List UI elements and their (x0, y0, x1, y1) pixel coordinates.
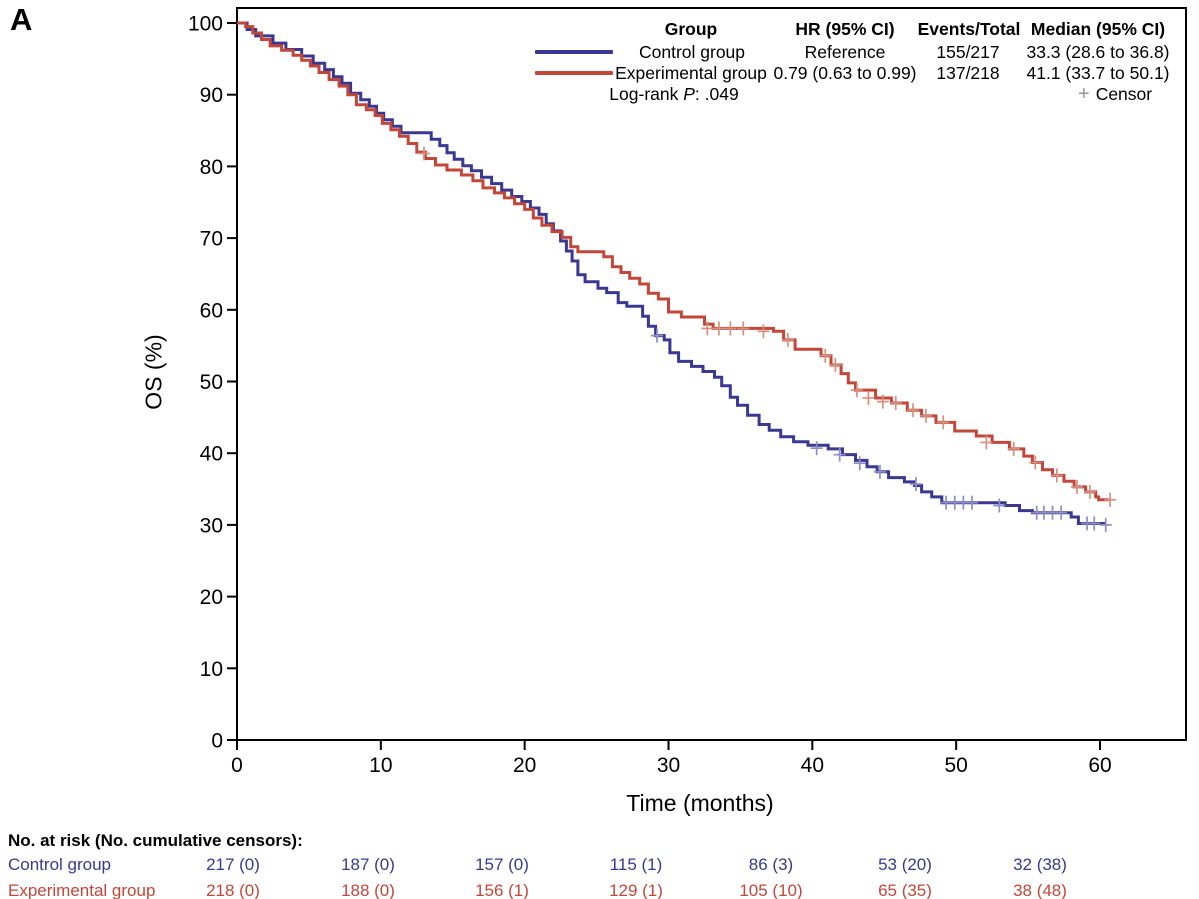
risk-count: 115 (1) (609, 855, 663, 874)
legend-header-group: Group (664, 19, 718, 39)
legend-group-control: Control group (638, 42, 746, 62)
legend-line-experimental (535, 71, 613, 75)
legend-median-experimental: 41.1 (33.7 to 50.1) (1026, 63, 1170, 83)
legend-group-experimental: Experimental group (615, 63, 767, 83)
x-axis-title: Time (months) (626, 790, 774, 816)
y-axis-title: OS (%) (140, 334, 167, 410)
risk-count: 156 (1) (475, 881, 529, 899)
survival-curve-experimental (237, 21, 1109, 502)
y-tick-label: 0 (211, 730, 223, 753)
plot-border (236, 7, 1187, 741)
legend-events-control: 155/217 (936, 42, 1000, 62)
risk-count: 157 (0) (475, 855, 529, 874)
legend-header-median: Median (95% CI) (1030, 19, 1166, 39)
x-tick-label: 50 (944, 754, 967, 777)
legend-events-experimental: 137/218 (936, 63, 1000, 83)
legend-header-hr: HR (95% CI) (795, 19, 895, 39)
x-tick-label: 10 (369, 754, 392, 777)
y-tick-label: 100 (188, 13, 223, 36)
logrank-prefix: Log-rank (609, 84, 684, 104)
logrank-rest: : .049 (694, 84, 739, 104)
y-tick-label: 40 (200, 443, 223, 466)
risk-table-title: No. at risk (No. cumulative censors): (8, 831, 303, 850)
risk-count: 32 (38) (1013, 855, 1067, 874)
y-tick-label: 30 (200, 514, 223, 537)
y-tick-label: 80 (200, 156, 223, 179)
y-tick-label: 90 (200, 84, 223, 107)
legend-hr-control: Reference (804, 42, 886, 62)
y-tick-label: 50 (200, 371, 223, 394)
logrank-p-value: Log-rank P: .049 (609, 83, 738, 105)
x-tick-label: 0 (231, 754, 243, 777)
risk-count: 53 (20) (878, 855, 932, 874)
legend-header-events: Events/Total (917, 19, 1021, 39)
logrank-p-symbol: P (683, 84, 695, 104)
risk-count: 65 (35) (878, 881, 932, 899)
y-tick-label: 60 (200, 299, 223, 322)
y-tick-label: 10 (200, 658, 223, 681)
risk-count: 105 (10) (739, 881, 803, 899)
censor-plus-icon: + (1078, 83, 1090, 105)
risk-count: 217 (0) (206, 855, 260, 874)
censor-key: + Censor (1078, 83, 1152, 106)
survival-curve-control (237, 21, 1106, 525)
x-tick-label: 60 (1088, 754, 1111, 777)
x-tick-label: 30 (657, 754, 680, 777)
km-plot: 0 10 20 30 40 50 60 70 80 90 100 0 10 20 30 40 50 60 (188, 7, 1187, 777)
x-tick-label: 20 (513, 754, 536, 777)
y-tick-label: 70 (200, 228, 223, 251)
risk-count: 38 (48) (1013, 881, 1067, 899)
risk-row-label-control: Control group (8, 855, 112, 874)
censor-key-label: Censor (1095, 84, 1153, 104)
risk-count: 188 (0) (341, 881, 395, 899)
risk-count: 187 (0) (341, 855, 395, 874)
x-tick-label: 40 (801, 754, 824, 777)
risk-row-label-experimental: Experimental group (8, 881, 156, 899)
legend-hr-experimental: 0.79 (0.63 to 0.99) (773, 63, 917, 83)
risk-count: 86 (3) (748, 855, 794, 874)
risk-count: 129 (1) (609, 881, 663, 899)
panel-label: A (10, 2, 33, 37)
y-tick-label: 20 (200, 586, 223, 609)
legend-median-control: 33.3 (28.6 to 36.8) (1026, 42, 1170, 62)
legend-line-control (535, 50, 613, 54)
risk-count: 218 (0) (206, 881, 260, 899)
